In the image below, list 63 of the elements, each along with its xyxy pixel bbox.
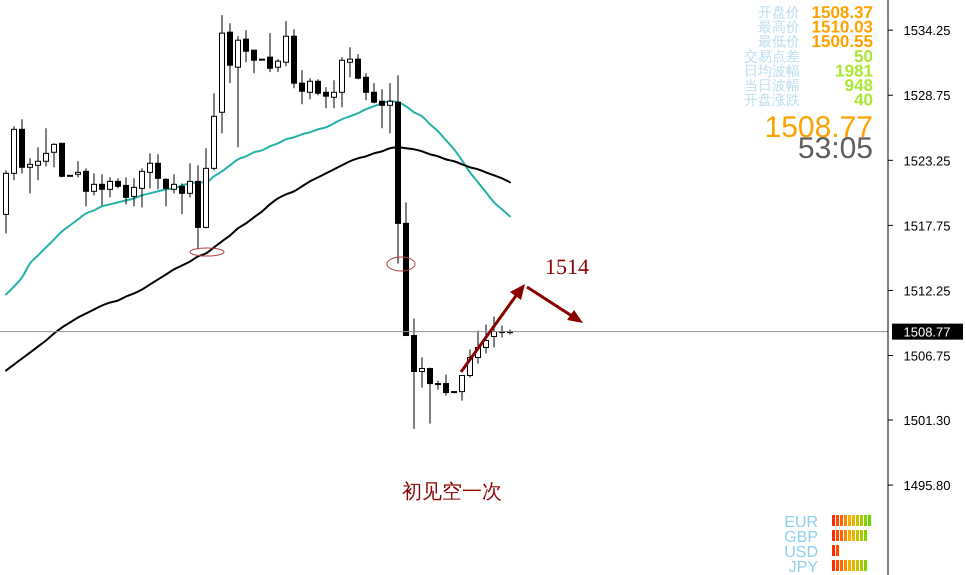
y-tick-label: 1523.25 (904, 153, 950, 168)
candlestick (187, 162, 193, 198)
candlestick (355, 54, 361, 80)
candlestick (323, 86, 329, 109)
candlestick (483, 324, 489, 354)
text: 开盘价 (758, 5, 800, 21)
candlestick (179, 182, 185, 215)
candlestick (123, 176, 129, 205)
text: 交易点差 (744, 48, 800, 65)
text: USD (784, 544, 818, 561)
y-tick-label: 1534.25 (904, 23, 950, 38)
candlestick (371, 82, 377, 104)
candlestick (347, 46, 353, 78)
candlestick (83, 168, 89, 207)
candlestick (43, 128, 49, 167)
candlestick (51, 142, 57, 168)
y-tick-label: 1528.75 (904, 88, 950, 104)
text: 最高价 (758, 20, 800, 36)
candlestick (251, 50, 257, 74)
candlestick (91, 172, 97, 196)
y-tick-label: 1495.80 (904, 478, 950, 494)
candlestick (379, 88, 385, 129)
candlestick (299, 70, 305, 105)
candlestick (363, 72, 369, 101)
candlestick (147, 152, 153, 189)
candlestick (307, 78, 313, 100)
text: 最低价 (758, 34, 800, 50)
candlestick (107, 176, 113, 198)
candlestick (99, 174, 105, 206)
candlestick (419, 357, 425, 388)
candlestick (387, 82, 393, 134)
text: 1508.37 (812, 3, 873, 22)
candlestick (275, 58, 281, 73)
line-series (5, 100, 511, 296)
annotation: 初见空一次 (402, 481, 502, 503)
candlestick (331, 80, 337, 109)
text: JPY (788, 559, 818, 575)
y-tick-label: 1517.75 (904, 218, 950, 234)
text: 开盘涨跌 (744, 92, 800, 109)
candlestick (267, 32, 273, 73)
text: EUR (784, 514, 818, 531)
candlestick (75, 160, 81, 178)
text: 1514 (545, 254, 589, 279)
y-tick-label: 1506.75 (904, 348, 950, 364)
y-tick-label: 1501.30 (904, 413, 950, 428)
candlestick (131, 178, 137, 207)
candlestick (171, 174, 177, 194)
candlestick (443, 374, 449, 396)
candlestick (27, 158, 33, 194)
y-tick-label: 1512.25 (904, 283, 950, 298)
candlestick (243, 30, 249, 63)
candlestick (427, 367, 433, 424)
candlestick (35, 146, 41, 181)
candlestick (139, 168, 145, 208)
text: 日均波幅 (744, 63, 800, 80)
candlestick (115, 178, 121, 189)
text: 当日波幅 (744, 78, 800, 94)
candlestick (459, 375, 465, 402)
candlestick (163, 178, 169, 207)
candlestick (315, 78, 321, 96)
candlestick (155, 154, 161, 190)
ref-line-label: 1508.77 (904, 324, 950, 340)
text: GBP (784, 529, 818, 546)
